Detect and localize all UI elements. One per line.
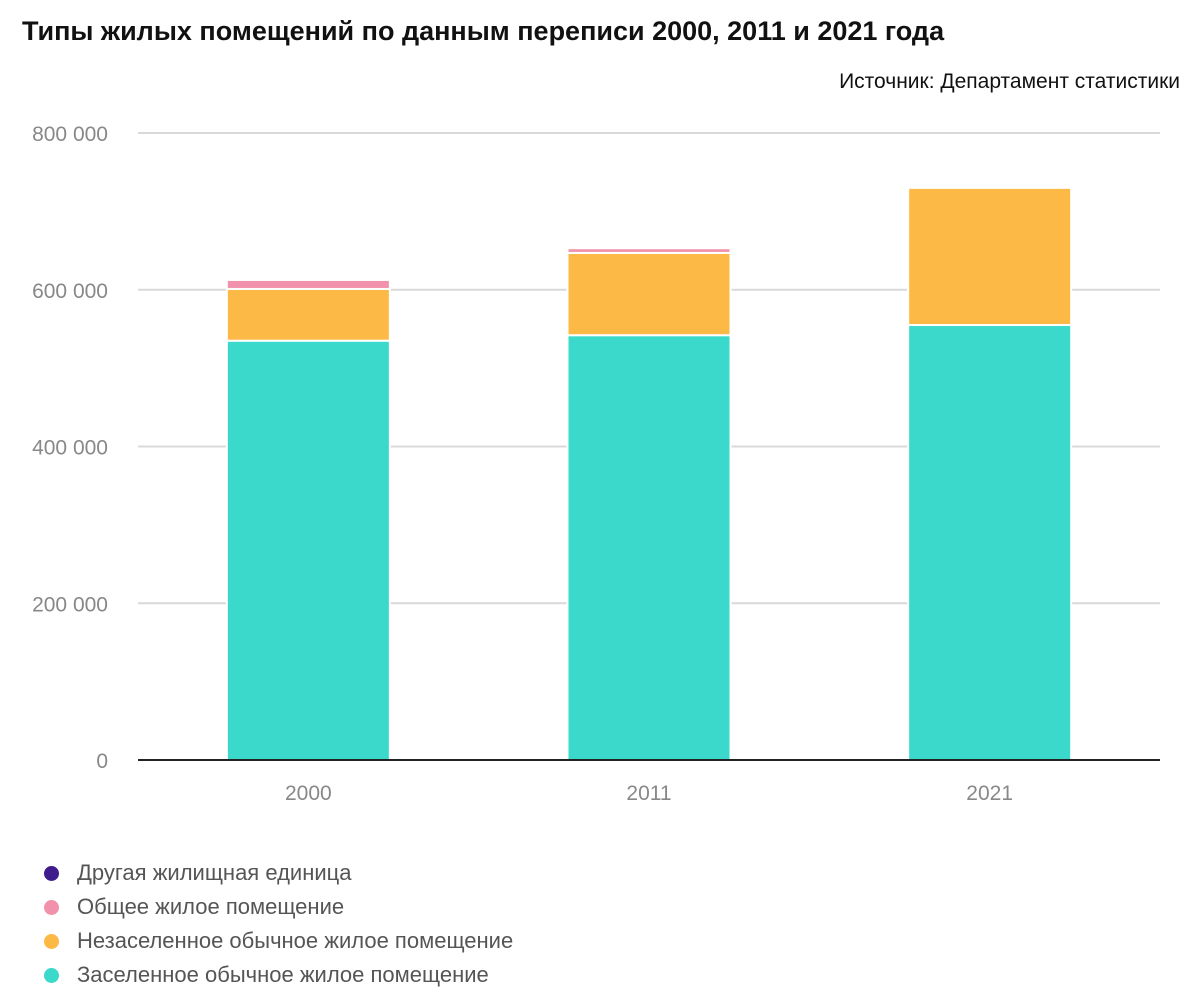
bar-segment bbox=[907, 324, 1073, 761]
bar-segment bbox=[566, 251, 732, 337]
bar-segment bbox=[907, 186, 1073, 327]
bar-segment bbox=[566, 247, 732, 254]
x-tick-label: 2021 bbox=[966, 782, 1013, 805]
y-tick-label: 400 000 bbox=[32, 437, 108, 460]
legend: Другая жилищная единица Общее жилое помещ… bbox=[44, 856, 513, 992]
y-tick-label: 200 000 bbox=[32, 593, 108, 616]
bar-segment bbox=[566, 334, 732, 761]
legend-item: Заселенное обычное жилое помещение bbox=[44, 958, 513, 992]
x-tick-label: 2011 bbox=[626, 782, 671, 805]
x-tick-label: 2000 bbox=[285, 782, 332, 805]
legend-label: Другая жилищная единица bbox=[77, 860, 352, 885]
bar-segment bbox=[225, 278, 391, 290]
bar-segment bbox=[225, 339, 391, 761]
legend-dot-icon bbox=[44, 899, 59, 915]
legend-item: Незаселенное обычное жилое помещение bbox=[44, 924, 513, 958]
y-tick-label: 800 000 bbox=[32, 123, 108, 146]
chart-source: Источник: Департамент статистики bbox=[839, 70, 1180, 93]
legend-dot-icon bbox=[44, 865, 59, 881]
y-tick-label: 0 bbox=[96, 750, 108, 773]
legend-label: Незаселенное обычное жилое помещение bbox=[77, 928, 514, 953]
legend-dot-icon bbox=[44, 967, 59, 983]
legend-label: Заселенное обычное жилое помещение bbox=[77, 962, 489, 987]
legend-label: Общее жилое помещение bbox=[77, 894, 345, 919]
bar-segment bbox=[225, 287, 391, 342]
legend-item: Другая жилищная единица bbox=[44, 856, 513, 890]
legend-dot-icon bbox=[44, 933, 59, 949]
y-tick-label: 600 000 bbox=[32, 280, 108, 303]
chart-title: Типы жилых помещений по данным переписи … bbox=[22, 16, 945, 46]
legend-item: Общее жилое помещение bbox=[44, 890, 513, 924]
